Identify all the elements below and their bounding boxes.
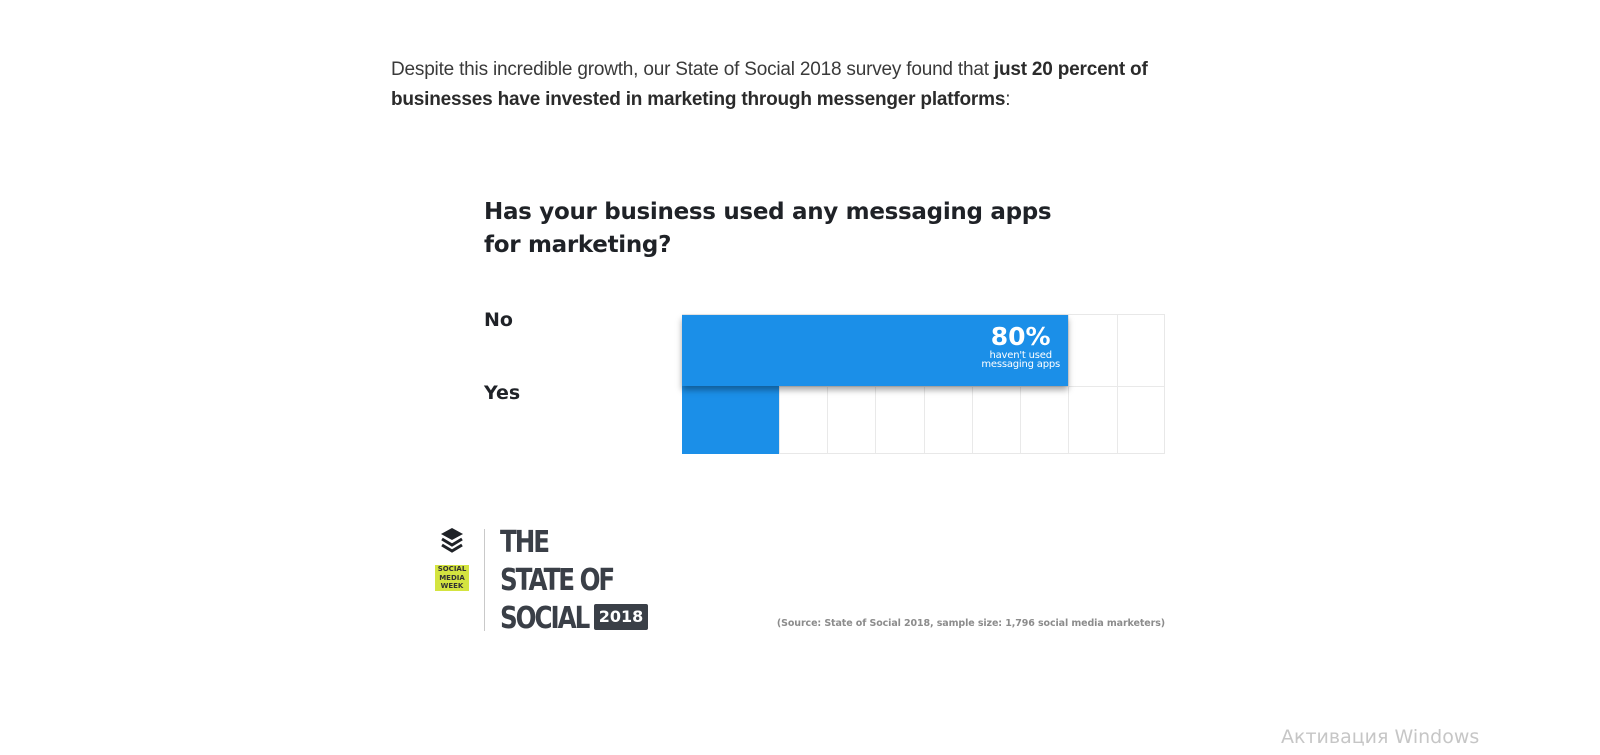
- bar-yes: [682, 386, 779, 454]
- logo-divider: [484, 529, 485, 631]
- smw-line: WEEK: [435, 582, 469, 591]
- row-label-yes: Yes: [484, 382, 521, 404]
- intro-text: Despite this incredible growth, our Stat…: [391, 59, 994, 80]
- grid-row-divider: [682, 386, 1164, 387]
- wordmark-line: STATE OF: [500, 563, 615, 598]
- bar-value-label: 80%: [990, 322, 1051, 351]
- grid-column-line: [1117, 315, 1118, 453]
- state-of-social-wordmark: THE STATE OF SOCIAL: [500, 524, 615, 638]
- intro-bold-text: just 20 percent of businesses have inves…: [391, 59, 1148, 110]
- bar-no: 80% haven't used messaging apps: [682, 315, 1068, 386]
- bar-annotation-line1: haven't used: [989, 350, 1052, 361]
- smw-line: MEDIA: [435, 573, 469, 582]
- year-badge: 2018: [594, 604, 648, 630]
- chart-title: Has your business used any messaging app…: [484, 199, 1052, 258]
- row-label-no: No: [484, 309, 513, 331]
- bar-annotation: 80% haven't used messaging apps: [981, 322, 1060, 370]
- windows-activation-watermark: Активация Windows: [1281, 726, 1480, 748]
- bar-annotation-line2: messaging apps: [981, 359, 1060, 370]
- wordmark-line: SOCIAL: [500, 601, 590, 636]
- intro-paragraph: Despite this incredible growth, our Stat…: [391, 55, 1191, 115]
- social-media-week-badge: SOCIAL MEDIA WEEK: [435, 565, 469, 591]
- source-note: (Source: State of Social 2018, sample si…: [776, 618, 1165, 629]
- wordmark-line: THE: [500, 525, 550, 560]
- grid-column-line: [1068, 315, 1069, 453]
- smw-line: SOCIAL: [435, 565, 469, 574]
- intro-text-end: :: [1005, 89, 1011, 110]
- layers-icon: [441, 528, 463, 553]
